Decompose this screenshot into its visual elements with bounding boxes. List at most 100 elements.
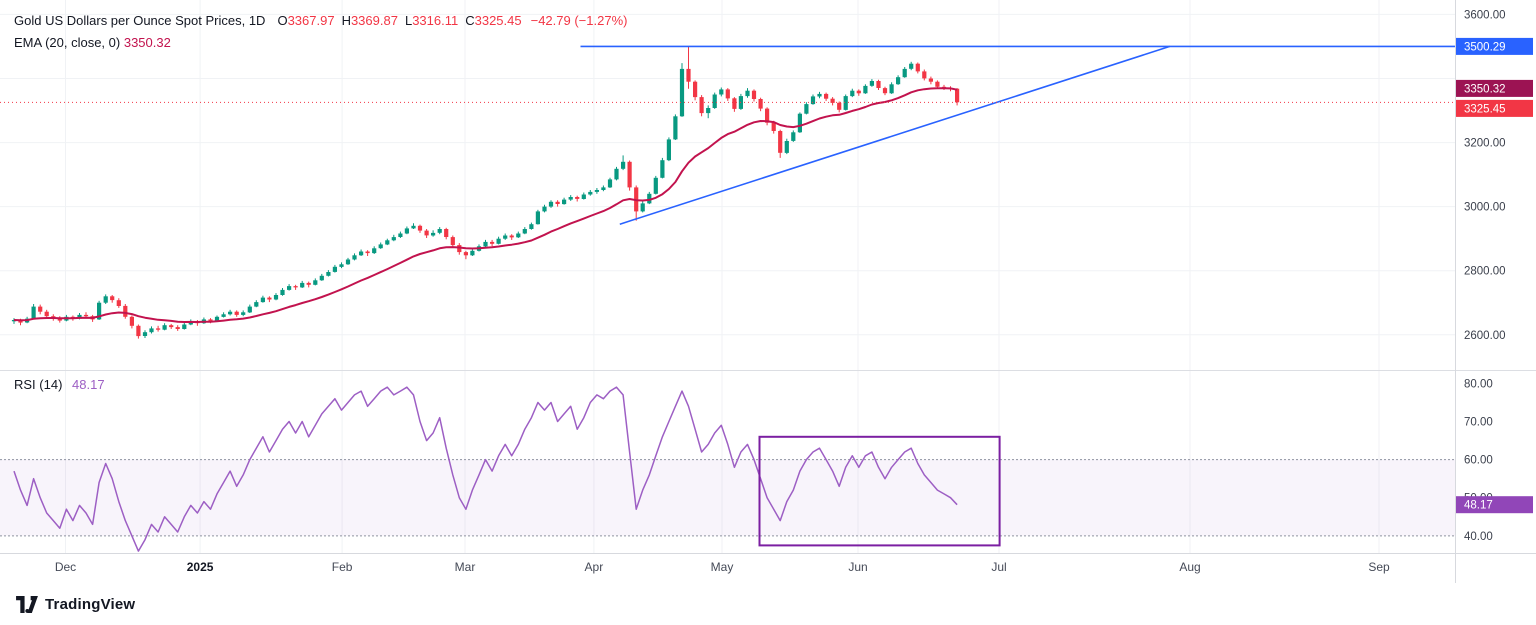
- candle-body: [18, 320, 23, 323]
- candle-body: [339, 264, 344, 267]
- candle-body: [876, 81, 881, 88]
- candle-body: [273, 295, 279, 300]
- candle-body: [221, 314, 226, 317]
- candle-body: [306, 282, 311, 285]
- ema-line[interactable]: [13, 87, 958, 323]
- candle-body: [398, 233, 403, 237]
- time-tick-label: Dec: [55, 560, 76, 574]
- candle-body: [758, 99, 763, 109]
- candle-body: [922, 71, 927, 79]
- candle-body: [345, 259, 351, 265]
- candle-body: [902, 68, 907, 78]
- candle-body: [97, 302, 102, 320]
- candle-body: [607, 179, 613, 188]
- candle-body: [699, 97, 704, 114]
- candle-body: [332, 266, 337, 272]
- candle-body: [103, 296, 108, 303]
- rsi-highlight-box[interactable]: [758, 435, 1001, 547]
- price-badge-text: 3500.29: [1464, 41, 1506, 53]
- candle-body: [444, 229, 449, 237]
- candle-body: [725, 89, 730, 99]
- price-tick-label: 2600.00: [1464, 330, 1506, 342]
- candle-body: [850, 90, 855, 97]
- price-badge-text: 3325.45: [1464, 103, 1506, 115]
- rsi-band: [0, 459, 1455, 536]
- candle-body: [365, 251, 370, 254]
- tradingview-logo-icon: [16, 595, 38, 613]
- candle-body: [31, 306, 36, 319]
- time-axis[interactable]: [0, 553, 1536, 583]
- candle-body: [863, 85, 868, 94]
- candle-body: [686, 68, 691, 82]
- candle-body: [293, 286, 298, 288]
- candle-body: [234, 311, 239, 315]
- candle-body: [745, 90, 750, 97]
- rsi-badge: [1456, 496, 1533, 514]
- candle-body: [214, 316, 220, 322]
- candle-body: [372, 248, 377, 254]
- candle-body: [837, 102, 842, 110]
- bottom-bar: TradingView: [0, 583, 1536, 625]
- symbol-title[interactable]: Gold US Dollars per Ounce Spot Prices, 1…: [14, 13, 266, 28]
- candle-body: [182, 324, 187, 329]
- chart-canvas[interactable]: 3600.00 3200.00 3000.00 2800.00 2600.00 80.00…: [0, 0, 1536, 583]
- rsi-tick-label: 60.00: [1464, 455, 1493, 467]
- ema-indicator-value: 3350.32: [123, 35, 171, 50]
- candle-body: [640, 203, 645, 212]
- candle-body: [208, 319, 213, 322]
- price-tick-label: 2800.00: [1464, 266, 1506, 278]
- candle-body: [417, 225, 423, 231]
- candle-body: [424, 230, 429, 236]
- candle-body: [247, 306, 252, 313]
- candle-body: [411, 225, 416, 229]
- candle-body: [57, 318, 62, 321]
- time-tick-label: Jul: [991, 560, 1006, 574]
- rsi-badge-text: 48.17: [1464, 500, 1493, 512]
- candle-body: [666, 139, 671, 161]
- candle-body: [909, 63, 914, 69]
- candle-body: [378, 244, 383, 249]
- candle-body: [522, 229, 527, 234]
- candle-body: [548, 201, 554, 207]
- price-tick-label: 3600.00: [1464, 9, 1506, 21]
- candle-body: [267, 297, 272, 300]
- candle-body: [882, 88, 888, 94]
- candle-body: [797, 113, 802, 133]
- time-tick-label: Sep: [1368, 560, 1390, 574]
- candle-body: [503, 235, 508, 239]
- candle-body: [810, 96, 816, 105]
- candle-body: [516, 233, 521, 238]
- rsi-tick-label: 80.00: [1464, 378, 1493, 390]
- candle-body: [955, 88, 960, 103]
- candle-body: [142, 332, 148, 336]
- candle-body: [260, 297, 265, 303]
- ohlc-close: C3325.45: [465, 13, 522, 28]
- rsi-indicator-label[interactable]: RSI (14): [14, 377, 63, 392]
- candle-body: [496, 238, 501, 244]
- price-badge-text: 3350.32: [1464, 83, 1506, 95]
- candle-body: [732, 98, 737, 109]
- candle-body: [614, 168, 619, 180]
- candle-body: [555, 201, 560, 204]
- price-badge: [1456, 99, 1533, 117]
- candle-body: [791, 132, 796, 141]
- candle-body: [575, 197, 580, 199]
- candle-body: [254, 302, 259, 307]
- time-tick-label: 2025: [187, 560, 214, 574]
- candle-body: [129, 316, 134, 326]
- tradingview-logo[interactable]: TradingView: [16, 595, 135, 613]
- candle-body: [175, 327, 180, 329]
- candle-body: [771, 122, 776, 131]
- candle-body: [935, 81, 940, 87]
- ascending-trendline[interactable]: [619, 45, 1171, 225]
- price-badge: [1456, 79, 1533, 97]
- rsi-legend: RSI (14) 48.17: [14, 377, 105, 392]
- rsi-line: [13, 386, 958, 552]
- rsi-tick-label: 70.00: [1464, 417, 1493, 429]
- time-tick-label: Apr: [585, 560, 604, 574]
- candle-body: [784, 141, 789, 153]
- candle-body: [869, 81, 874, 86]
- candle-body: [529, 224, 534, 229]
- price-tick-label: 3000.00: [1464, 202, 1506, 214]
- ema-indicator-label[interactable]: EMA (20, close, 0): [14, 35, 121, 50]
